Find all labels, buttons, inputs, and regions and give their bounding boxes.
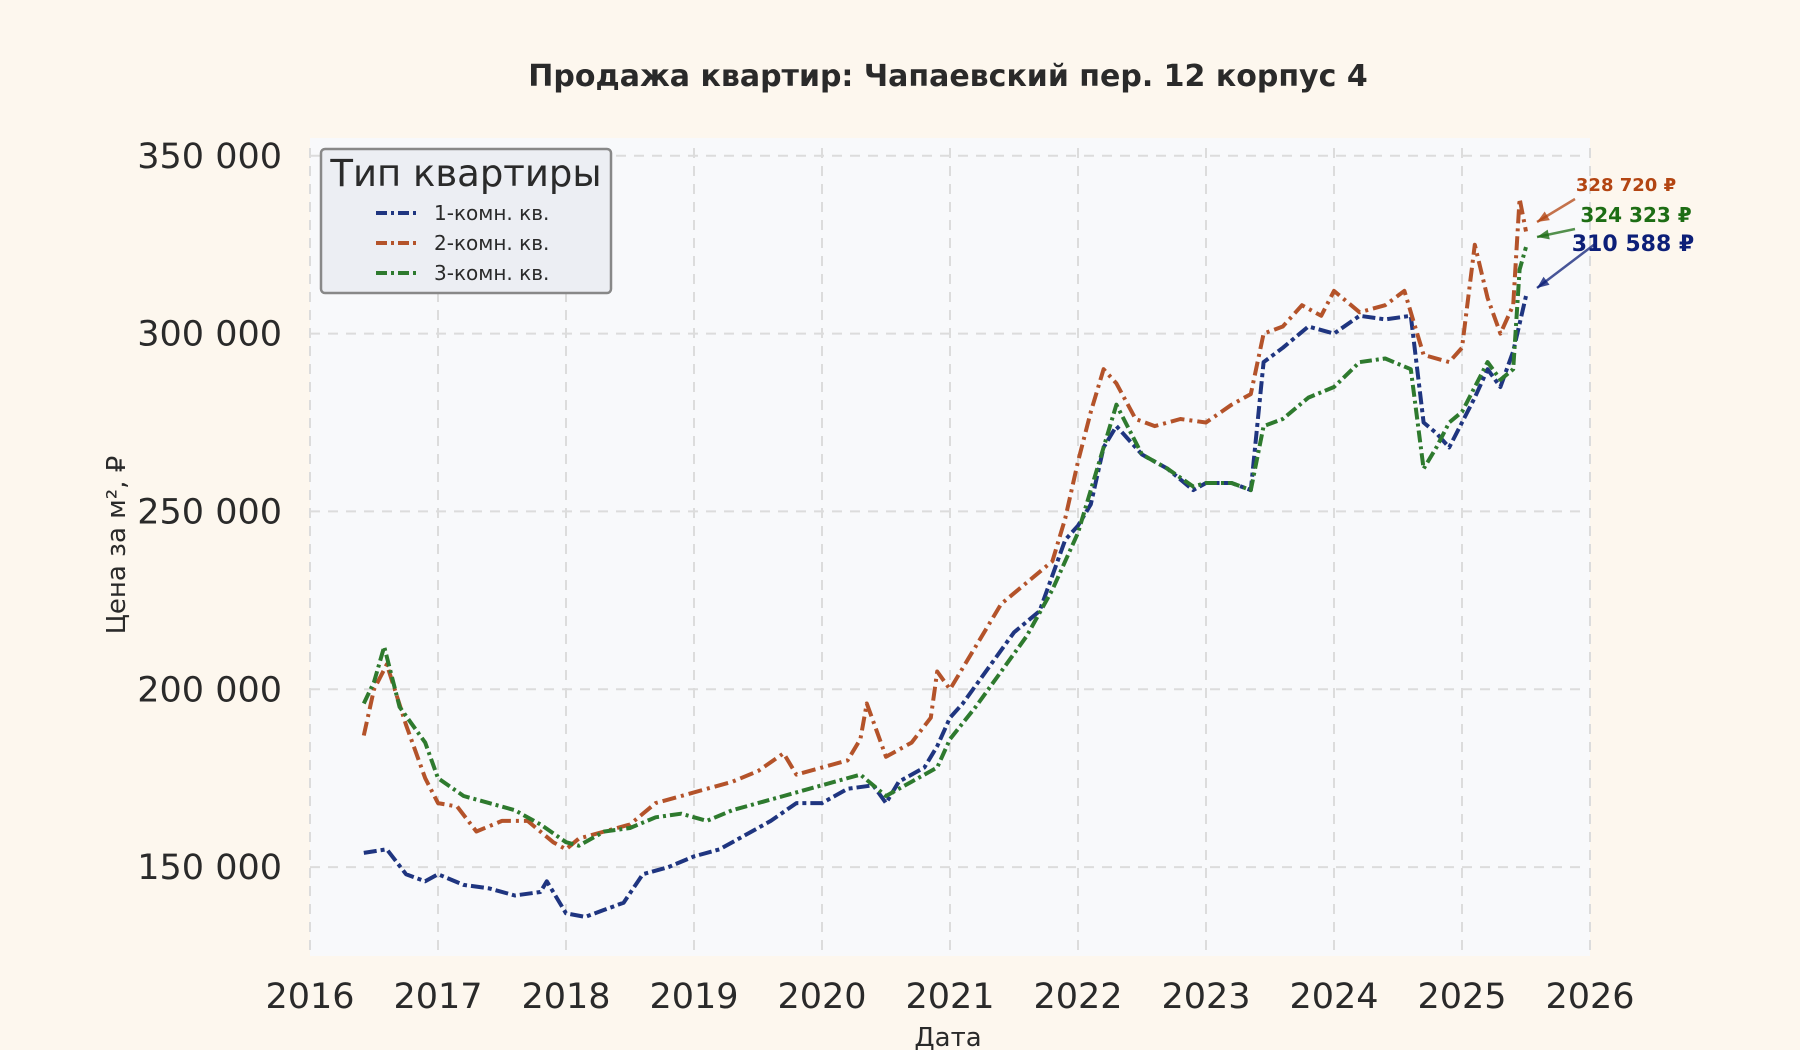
x-tick-label: 2016: [265, 977, 354, 1017]
series-line-2: [361, 196, 1528, 852]
end-value-label: 328 720 ₽: [1576, 175, 1676, 196]
series-lines: [361, 196, 1528, 919]
y-axis-ticks: 150 000 200 000 250 000 300 000 350 000: [137, 137, 282, 888]
end-label-arrowhead: [1537, 211, 1550, 222]
x-tick-label: 2018: [521, 977, 610, 1017]
series-line-3: [361, 246, 1528, 848]
end-value-label: 310 588 ₽: [1572, 232, 1694, 257]
y-tick-label: 250 000: [137, 492, 282, 532]
legend-title: Тип квартиры: [329, 152, 601, 195]
x-tick-label: 2025: [1417, 977, 1506, 1017]
end-label-arrowhead: [1537, 229, 1550, 240]
x-tick-label: 2019: [649, 977, 738, 1017]
x-tick-label: 2017: [393, 977, 482, 1017]
series-line-1: [363, 295, 1528, 919]
y-tick-label: 150 000: [137, 848, 282, 888]
x-tick-label: 2026: [1545, 977, 1634, 1017]
legend: Тип квартиры 1-комн. кв. 2-комн. кв. 3-ком…: [319, 147, 613, 295]
legend-entry: 3-комн. кв.: [434, 261, 549, 285]
chart-title: Продажа квартир: Чапаевский пер. 12 корп…: [528, 59, 1367, 94]
y-tick-label: 300 000: [137, 315, 282, 355]
legend-entry: 1-комн. кв.: [434, 201, 549, 225]
end-label-arrow: [1536, 243, 1596, 289]
x-axis-ticks: 2016 2017 2018 2019 2020 2021 2022 2023 2024 2025…: [265, 977, 1634, 1017]
x-tick-label: 2021: [905, 977, 994, 1017]
legend-box: [319, 147, 613, 295]
x-tick-label: 2022: [1033, 977, 1122, 1017]
end-value-label: 324 323 ₽: [1580, 203, 1691, 227]
x-tick-label: 2023: [1161, 977, 1250, 1017]
y-tick-label: 200 000: [137, 670, 282, 710]
x-axis-label: Дата: [914, 1023, 981, 1050]
legend-entry: 2-комн. кв.: [434, 231, 549, 255]
end-value-labels: 310 588 ₽ 328 720 ₽ 324 323 ₽: [1536, 175, 1694, 289]
x-tick-label: 2024: [1289, 977, 1378, 1017]
y-tick-label: 350 000: [137, 137, 282, 177]
end-label-arrowhead: [1537, 276, 1550, 288]
y-axis-label: Цена за м², ₽: [102, 456, 132, 635]
x-tick-label: 2020: [777, 977, 866, 1017]
